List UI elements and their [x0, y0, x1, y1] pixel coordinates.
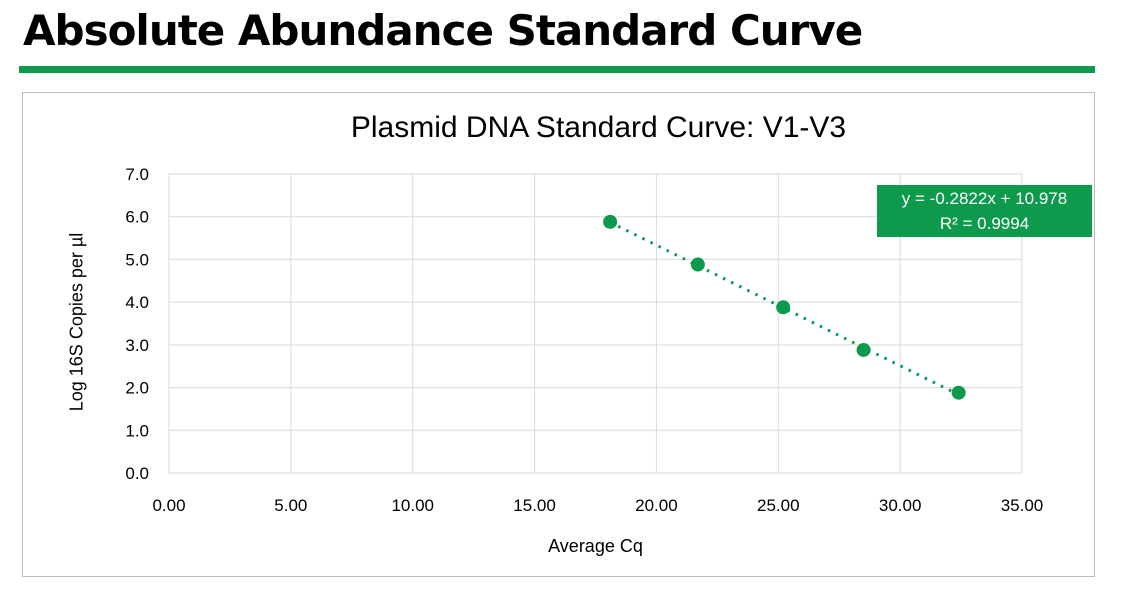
trendline: [609, 220, 960, 396]
y-tick-label: 5.0: [125, 250, 149, 269]
x-tick-label: 35.00: [1001, 496, 1044, 515]
data-point-marker: [776, 300, 791, 315]
x-axis-title: Average Cq: [548, 536, 643, 556]
x-tick-label: 10.00: [391, 496, 434, 515]
trendline-equation-box: y = -0.2822x + 10.978 R² = 0.9994: [877, 185, 1092, 237]
chart-title: Plasmid DNA Standard Curve: V1-V3: [350, 111, 847, 144]
scatter-plot-canvas: 0.00 5.00 10.00 15.00 20.00 25.00 30.00 35.00 0.…: [125, 165, 1044, 515]
title-underline-rule: [19, 66, 1095, 73]
x-tick-label: 25.00: [757, 496, 800, 515]
y-tick-label: 3.0: [125, 336, 149, 355]
data-point-marker: [856, 342, 871, 357]
x-tick-label: 15.00: [513, 496, 556, 515]
r-squared-label: R² = 0.9994: [939, 214, 1030, 233]
x-tick-label: 20.00: [635, 496, 678, 515]
y-tick-label: 7.0: [125, 165, 149, 184]
x-tick-label: 5.00: [274, 496, 307, 515]
trendline-equation-label: y = -0.2822x + 10.978: [901, 189, 1068, 208]
y-tick-label: 1.0: [125, 421, 149, 440]
x-tick-label: 0.00: [152, 496, 185, 515]
y-tick-label: 0.0: [125, 464, 149, 483]
data-point-marker: [951, 385, 966, 400]
standard-curve-chart: Plasmid DNA Standard Curve: V1-V3 Log 16…: [22, 92, 1095, 577]
data-point-marker: [603, 214, 618, 229]
page-title: Absolute Abundance Standard Curve: [23, 6, 863, 55]
data-point-marker: [690, 257, 705, 272]
plot-area-border: [168, 173, 1023, 474]
y-tick-label: 6.0: [125, 208, 149, 227]
x-tick-label: 30.00: [879, 496, 922, 515]
y-tick-label: 2.0: [125, 379, 149, 398]
y-tick-label: 4.0: [125, 293, 149, 312]
